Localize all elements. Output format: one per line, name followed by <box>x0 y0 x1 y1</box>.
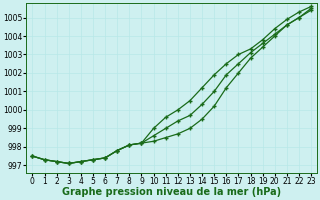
X-axis label: Graphe pression niveau de la mer (hPa): Graphe pression niveau de la mer (hPa) <box>62 187 281 197</box>
